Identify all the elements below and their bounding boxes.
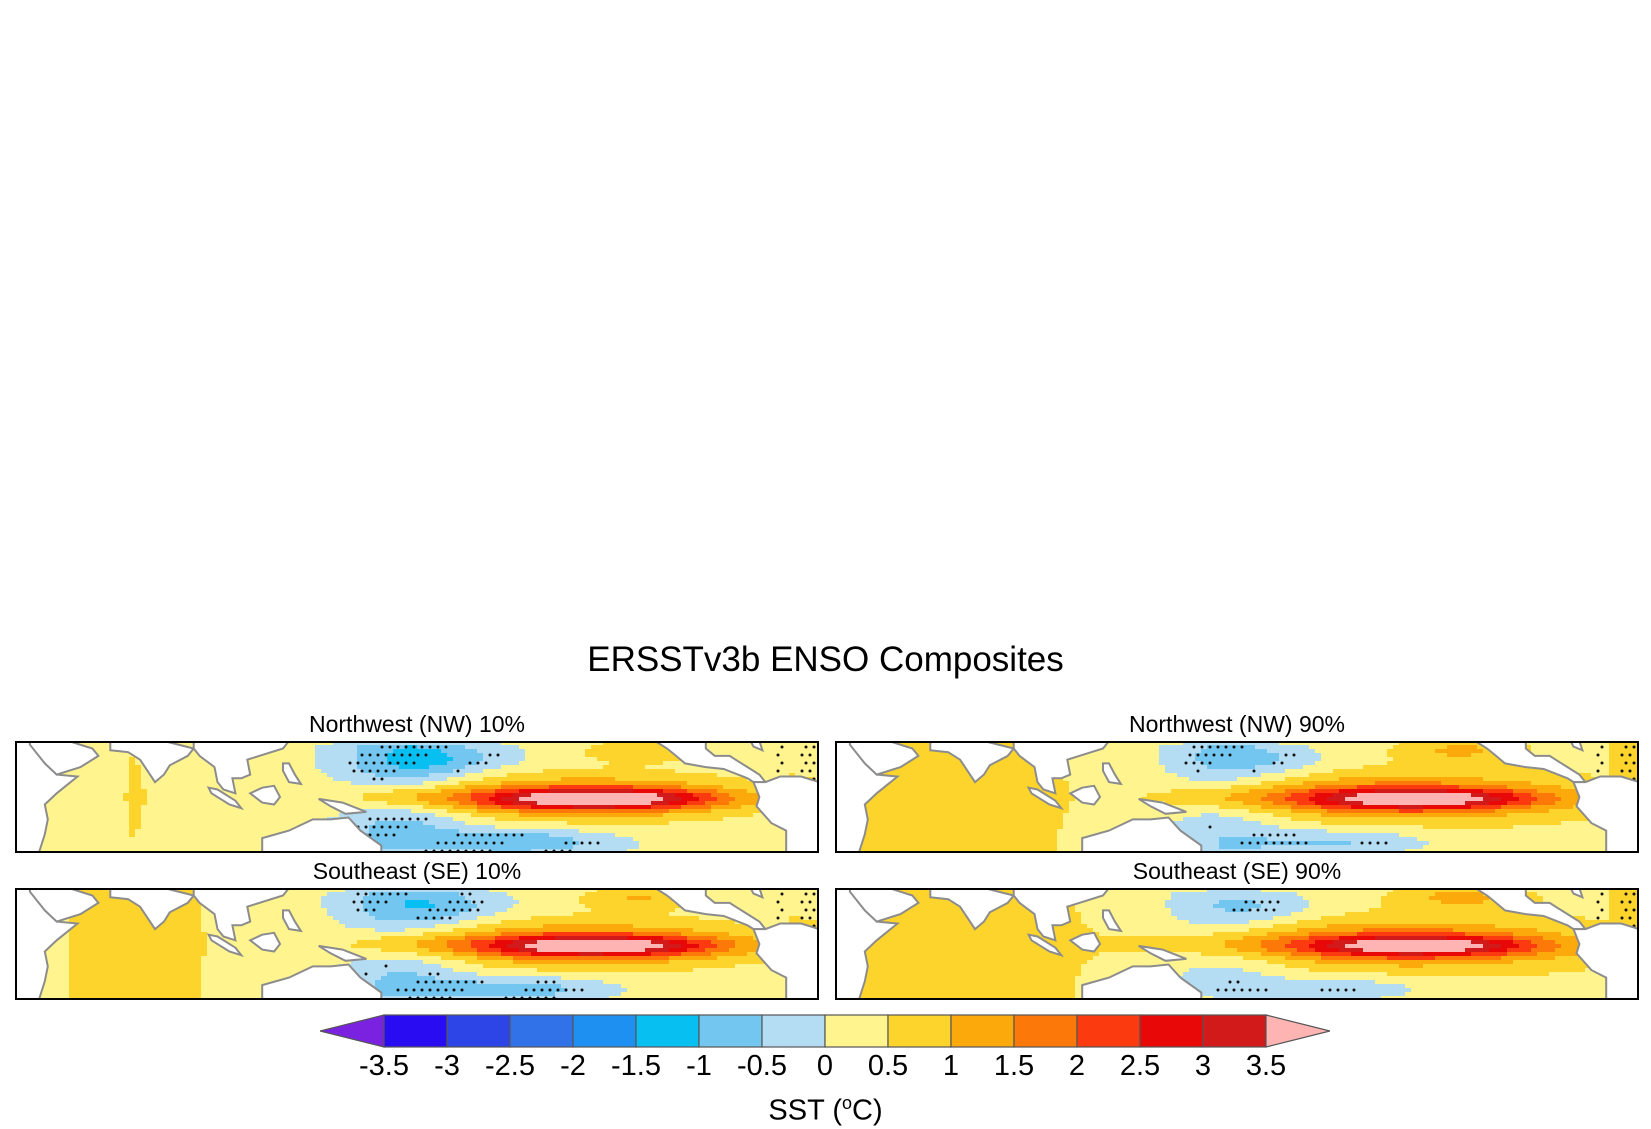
colorbar-cell [572, 1014, 637, 1048]
significance-stipple [352, 892, 816, 1000]
colorbar-tick-label: -2.5 [485, 1050, 535, 1082]
land-mask [15, 888, 819, 1000]
colorbar-tick-label: 0.5 [867, 1050, 909, 1082]
colorbar-tick-label: 2.5 [1119, 1050, 1161, 1082]
colorbar-cell [1013, 1014, 1078, 1048]
colorbar-cell [1202, 1014, 1267, 1048]
colorbar [320, 1014, 1330, 1048]
map-panel-se-90 [835, 888, 1639, 1000]
panel-title-se-10: Southeast (SE) 10% [312, 858, 522, 884]
land-mask [835, 741, 1639, 853]
map-panel-nw-10 [15, 741, 819, 853]
colorbar-cell [446, 1014, 511, 1048]
colorbar-cell [887, 1014, 952, 1048]
colorbar-cell [383, 1014, 448, 1048]
map-frame [15, 888, 819, 1000]
colorbar-cell [509, 1014, 574, 1048]
panel-title-nw-90: Northwest (NW) 90% [1129, 711, 1345, 737]
colorbar-cell [824, 1014, 889, 1048]
colorbar-tick-label: 1 [942, 1050, 960, 1082]
colorbar-tick-label: -1.5 [611, 1050, 661, 1082]
sst-map [15, 888, 819, 1000]
colorbar-tick-label: -2 [560, 1050, 586, 1082]
colorbar-tick-label: 0 [816, 1050, 834, 1082]
colorbar-cell [635, 1014, 700, 1048]
sst-map [15, 741, 819, 853]
colorbar-cell-over [1265, 1014, 1330, 1048]
sst-field [15, 888, 819, 1000]
colorbar-tick-label: 2 [1068, 1050, 1086, 1082]
map-frame [835, 741, 1639, 853]
colorbar-cell [1139, 1014, 1204, 1048]
land-mask [835, 888, 1639, 1000]
panel-title-nw-10: Northwest (NW) 10% [309, 711, 525, 737]
panel-title-se-90: Southeast (SE) 90% [1132, 858, 1342, 884]
colorbar-cell [761, 1014, 826, 1048]
map-frame [15, 741, 819, 853]
map-panel-nw-90 [835, 741, 1639, 853]
colorbar-cell [698, 1014, 763, 1048]
colorbar-tick-label: -0.5 [737, 1050, 787, 1082]
colorbar-cell [1076, 1014, 1141, 1048]
colorbar-cell [950, 1014, 1015, 1048]
colorbar-labels: -3.5 -3 -2.5 -2 -1.5 -1 -0.5 0 0.5 1 1.5 2 2.5 3 3.5 [0, 1050, 1651, 1084]
colorbar-tick-label: 3.5 [1245, 1050, 1287, 1082]
colorbar-tick-label: -3 [434, 1050, 460, 1082]
figure-title: ERSSTv3b ENSO Composites [587, 640, 1064, 679]
map-frame [835, 888, 1639, 1000]
colorbar-tick-label: 1.5 [993, 1050, 1035, 1082]
sst-map [835, 888, 1639, 1000]
colorbar-tick-label: -1 [686, 1050, 712, 1082]
land-mask [15, 741, 819, 853]
colorbar-tick-label: -3.5 [359, 1050, 409, 1082]
map-panel-se-10 [15, 888, 819, 1000]
colorbar-cell-under [320, 1014, 385, 1048]
sst-map [835, 741, 1639, 853]
colorbar-tick-label: 3 [1194, 1050, 1212, 1082]
colorbar-title: SST (oC) [768, 1093, 883, 1127]
